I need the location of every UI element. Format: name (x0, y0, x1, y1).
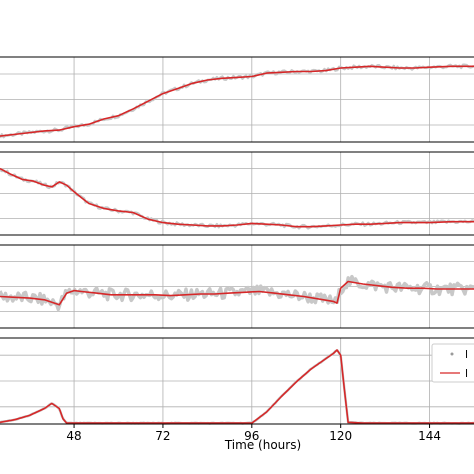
legend-raw-label: l (465, 348, 468, 361)
x-tick-labels: 48 72 96 120 144 (66, 424, 441, 443)
raw-series-4 (0, 349, 474, 425)
legend-raw-marker (450, 352, 454, 356)
legend: l l (431, 343, 474, 383)
fit-series-1 (0, 65, 474, 137)
fit-series-3 (0, 280, 474, 306)
x-axis-title: Time (hours) (224, 438, 301, 452)
panel-frame (0, 337, 474, 425)
fit-series-2 (0, 167, 474, 228)
panel-4 (0, 337, 474, 425)
panel-3 (0, 244, 474, 329)
panel-1 (0, 56, 474, 143)
panel-frame (0, 56, 474, 143)
fit-series-4 (0, 349, 474, 424)
raw-series-2 (0, 168, 474, 230)
x-tick-label: 48 (66, 429, 81, 443)
legend-fit-label: l (465, 367, 468, 380)
x-tick-label: 120 (329, 429, 352, 443)
x-tick-label: 96 (244, 429, 259, 443)
panel-2 (0, 151, 474, 236)
x-tick-label: 72 (155, 429, 170, 443)
x-tick-label: 144 (418, 429, 441, 443)
panels-layer (0, 56, 474, 425)
panel-frame (0, 151, 474, 236)
panel-frame (0, 244, 474, 329)
